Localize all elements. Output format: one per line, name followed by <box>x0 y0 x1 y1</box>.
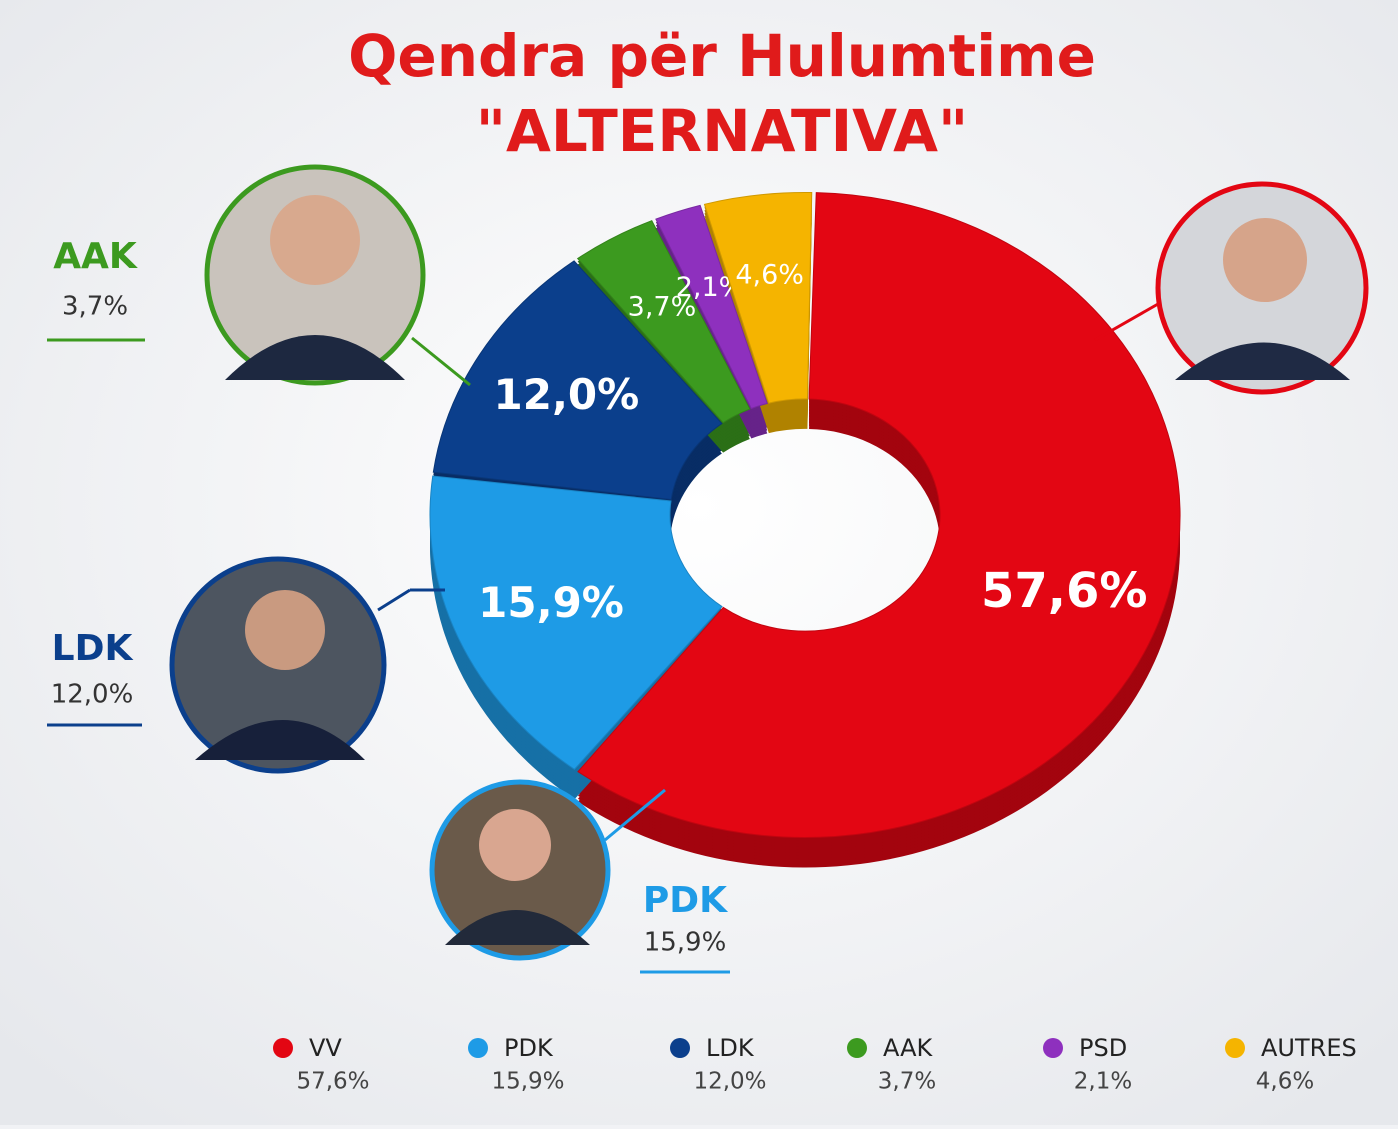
legend-value: 2,1% <box>1074 1069 1132 1095</box>
legend-label: AAK <box>883 1034 934 1062</box>
connector <box>604 788 666 842</box>
connector <box>1094 298 1166 342</box>
portrait <box>429 779 611 961</box>
legend-value: 4,6% <box>1256 1069 1314 1095</box>
legend-swatch <box>670 1038 690 1058</box>
callout-value: 12,0% <box>51 680 134 710</box>
legend-value: 12,0% <box>693 1069 766 1095</box>
legend-swatch <box>1225 1038 1245 1058</box>
chart-title: Qendra për Hulumtime <box>348 22 1096 90</box>
data-label: 15,9% <box>478 578 624 627</box>
legend-label: PSD <box>1079 1034 1127 1062</box>
callout-value: 15,9% <box>644 928 727 958</box>
legend-swatch <box>468 1038 488 1058</box>
data-label: 57,6% <box>981 563 1148 619</box>
callout-name: LDK <box>52 628 134 669</box>
slice <box>576 220 751 424</box>
callout-name: AAK <box>53 236 138 277</box>
connector <box>377 588 411 612</box>
slice <box>655 204 768 410</box>
legend-value: 3,7% <box>878 1069 936 1095</box>
legend-swatch <box>847 1038 867 1058</box>
legend-label: AUTRES <box>1261 1034 1357 1062</box>
legend-swatch <box>1043 1038 1063 1058</box>
data-label: 4,6% <box>735 260 804 291</box>
callout-value: 3,7% <box>62 292 128 322</box>
legend-value: 15,9% <box>491 1069 564 1095</box>
legend-label: VV <box>309 1034 342 1062</box>
legend-swatch <box>273 1038 293 1058</box>
portrait <box>1155 181 1369 395</box>
callout-name: PDK <box>643 880 728 921</box>
slice <box>432 260 723 501</box>
legend-value: 57,6% <box>296 1069 369 1095</box>
slice <box>577 192 1181 838</box>
portrait <box>169 556 387 774</box>
connector <box>411 336 471 387</box>
data-label: 12,0% <box>494 370 640 419</box>
legend-label: PDK <box>504 1034 554 1062</box>
legend: VV 57,6% PDK 15,9% LDK 12,0% AAK 3,7% PSD 2,1% AUT… <box>273 1034 1357 1095</box>
donut: 57,6%15,9%12,0%3,7%2,1%4,6% <box>429 192 1181 868</box>
portrait <box>204 164 426 386</box>
slice <box>429 475 723 770</box>
chart-title: "ALTERNATIVA" <box>476 97 968 165</box>
legend-label: LDK <box>706 1034 755 1062</box>
slice <box>703 192 813 404</box>
data-label: 3,7% <box>628 291 697 322</box>
